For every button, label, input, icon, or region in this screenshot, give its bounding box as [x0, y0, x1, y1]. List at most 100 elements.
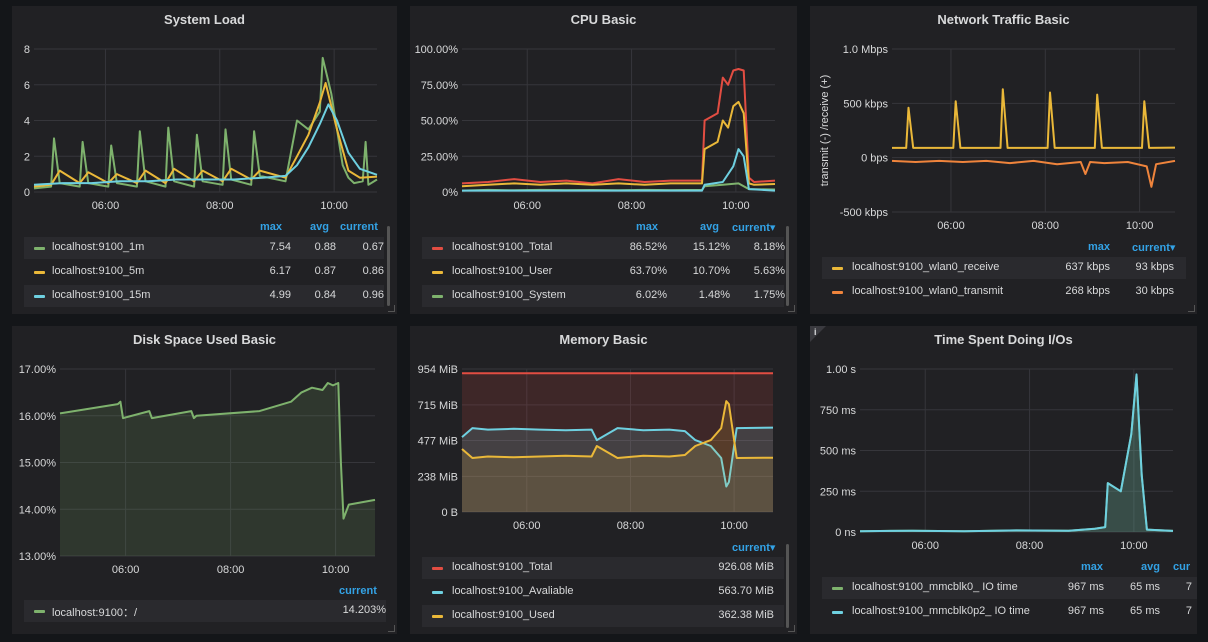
- chart-network-traffic[interactable]: -500 kbps 0 bps 500 kbps 1.0 Mbps 06:00 08:00…: [810, 6, 1197, 241]
- panel-title[interactable]: Disk Space Used Basic: [132, 332, 277, 347]
- legend-max: 637 kbps: [1065, 261, 1110, 273]
- series-area: [462, 401, 773, 512]
- legend-header-current[interactable]: current: [339, 585, 377, 597]
- chart-disk-space[interactable]: 13.00% 14.00% 15.00% 16.00% 17.00% 06:00 08:00…: [12, 326, 397, 586]
- legend-header-current[interactable]: cur: [1173, 561, 1191, 573]
- series-line[interactable]: [462, 148, 776, 192]
- legend-series-name: localhost:9100_Used: [452, 609, 555, 621]
- legend-row[interactable]: localhost:9100_mmcblk0p2_ IO time 967 ms…: [822, 601, 1197, 623]
- legend-header-avg[interactable]: avg: [1141, 561, 1160, 573]
- resize-handle[interactable]: [788, 625, 795, 632]
- series-swatch: [832, 267, 843, 270]
- y-tick-label: 0 ns: [835, 527, 856, 539]
- legend-row[interactable]: localhost:9100：/ 14.203%: [24, 600, 386, 622]
- series-line[interactable]: [461, 426, 774, 488]
- resize-handle[interactable]: [388, 625, 395, 632]
- y-tick-label: 13.00%: [19, 551, 57, 563]
- legend-row[interactable]: localhost:9100_15m 4.99 0.84 0.96: [24, 285, 384, 307]
- legend-max: 6.17: [269, 265, 291, 277]
- legend-max: 63.70%: [629, 265, 667, 277]
- panel-disk-space: Disk Space Used Basic 13.00% 14.00% 15.00%…: [12, 326, 397, 634]
- legend-row[interactable]: localhost:9100_5m 6.17 0.87 0.86: [24, 261, 384, 283]
- y-tick-label: 15.00%: [19, 458, 57, 470]
- panel-title[interactable]: Network Traffic Basic: [937, 12, 1070, 27]
- legend-row[interactable]: localhost:9100_User 63.70% 10.70% 5.63%: [422, 261, 785, 283]
- y-tick-label: 1.0 Mbps: [843, 44, 889, 56]
- legend-scrollbar[interactable]: [786, 544, 789, 628]
- legend-header-max[interactable]: max: [636, 221, 659, 233]
- y-tick-label: 0 bps: [861, 153, 888, 165]
- legend-series-name: localhost:9100_wlan0_receive: [852, 261, 1000, 273]
- legend-series-name: localhost:9100_15m: [52, 289, 151, 301]
- legend-header-max[interactable]: max: [1081, 561, 1104, 573]
- legend-series-name: localhost:9100_5m: [52, 265, 145, 277]
- y-tick-label: 16.00%: [19, 411, 57, 423]
- panel-title[interactable]: System Load: [164, 12, 245, 27]
- legend-row[interactable]: localhost:9100_wlan0_transmit 268 kbps 3…: [822, 281, 1186, 303]
- resize-handle[interactable]: [788, 305, 795, 312]
- legend-header-max[interactable]: max: [1088, 241, 1111, 253]
- legend-header-current[interactable]: current: [340, 221, 378, 233]
- chart-cpu-basic[interactable]: 0% 25.00% 50.00% 75.00% 100.00% 06:00 08:00 10:…: [410, 6, 797, 221]
- series-line[interactable]: [33, 56, 378, 190]
- x-tick-label: 06:00: [112, 564, 140, 576]
- legend-header-avg[interactable]: avg: [310, 221, 329, 233]
- legend-row[interactable]: localhost:9100_System 6.02% 1.48% 1.75%: [422, 285, 785, 307]
- panel-title[interactable]: Time Spent Doing I/Os: [934, 332, 1073, 347]
- info-corner[interactable]: [810, 326, 826, 342]
- info-icon[interactable]: i: [814, 327, 817, 337]
- y-axis-label: transmit (-) /receive (+): [819, 75, 831, 187]
- legend-header-avg[interactable]: avg: [700, 221, 719, 233]
- y-tick-label: 954 MiB: [418, 364, 458, 376]
- x-tick-label: 10:00: [1120, 540, 1148, 552]
- legend-avg: 0.87: [314, 265, 336, 277]
- y-tick-label: 0 B: [441, 507, 458, 519]
- panel-title[interactable]: CPU Basic: [570, 12, 637, 27]
- x-tick-label: 06:00: [513, 520, 541, 532]
- legend-row[interactable]: localhost:9100_wlan0_receive 637 kbps 93…: [822, 257, 1186, 279]
- resize-handle[interactable]: [1188, 305, 1195, 312]
- legend-header-current[interactable]: current▾: [1132, 242, 1176, 254]
- y-tick-label: 14.00%: [19, 504, 57, 516]
- series-line[interactable]: [891, 159, 1176, 188]
- series-line[interactable]: [892, 88, 1176, 149]
- chart-memory-basic[interactable]: 0 B 238 MiB 477 MiB 715 MiB 954 MiB 06:00 08:0…: [410, 326, 797, 541]
- legend-avg: 65 ms: [1130, 581, 1160, 593]
- y-tick-label: 100.00%: [415, 44, 459, 56]
- series-swatch: [832, 611, 843, 614]
- y-tick-label: 50.00%: [421, 116, 459, 128]
- series-line[interactable]: [461, 68, 776, 185]
- legend-series-name: localhost:9100_Total: [452, 241, 553, 253]
- legend-row[interactable]: localhost:9100_Total 926.08 MiB: [422, 557, 784, 579]
- legend-scrollbar[interactable]: [786, 226, 789, 306]
- legend-current: 7: [1185, 605, 1192, 617]
- legend-header-max[interactable]: max: [260, 221, 283, 233]
- chart-system-load[interactable]: 0 2 4 6 8 06:00 08:00 10:00: [12, 6, 397, 221]
- legend-current: 7: [1185, 581, 1192, 593]
- series-line[interactable]: [461, 100, 776, 188]
- legend-header-current[interactable]: current▾: [732, 542, 776, 554]
- series-line[interactable]: [461, 400, 774, 459]
- y-tick-label: -500 kbps: [840, 207, 889, 219]
- series-swatch: [432, 295, 443, 298]
- series-line[interactable]: [33, 103, 378, 186]
- chart-io-time[interactable]: 0 ns 250 ms 500 ms 750 ms 1.00 s 06:00 08:00 10…: [810, 326, 1197, 561]
- legend-row[interactable]: localhost:9100_Avaliable 563.70 MiB: [422, 581, 784, 603]
- panel-title[interactable]: Memory Basic: [559, 332, 648, 347]
- legend-current: 0.96: [362, 289, 384, 301]
- legend-row[interactable]: localhost:9100_Used 362.38 MiB: [422, 605, 784, 627]
- series-line[interactable]: [859, 373, 1174, 533]
- legend-row[interactable]: localhost:9100_1m 7.54 0.88 0.67: [24, 237, 384, 259]
- series-line[interactable]: [59, 382, 376, 520]
- legend-avg: 1.48%: [698, 289, 730, 301]
- legend-row[interactable]: localhost:9100_mmcblk0_ IO time 967 ms 6…: [822, 577, 1197, 599]
- legend-avg: 65 ms: [1130, 605, 1160, 617]
- legend-header-current[interactable]: current▾: [732, 222, 776, 234]
- y-tick-label: 8: [24, 44, 30, 56]
- resize-handle[interactable]: [388, 305, 395, 312]
- legend-scrollbar[interactable]: [387, 226, 390, 306]
- legend-row[interactable]: localhost:9100_Total 86.52% 15.12% 8.18%: [422, 237, 785, 259]
- series-line[interactable]: [33, 82, 378, 188]
- legend-current: 926.08 MiB: [718, 561, 774, 573]
- series-swatch: [34, 610, 45, 613]
